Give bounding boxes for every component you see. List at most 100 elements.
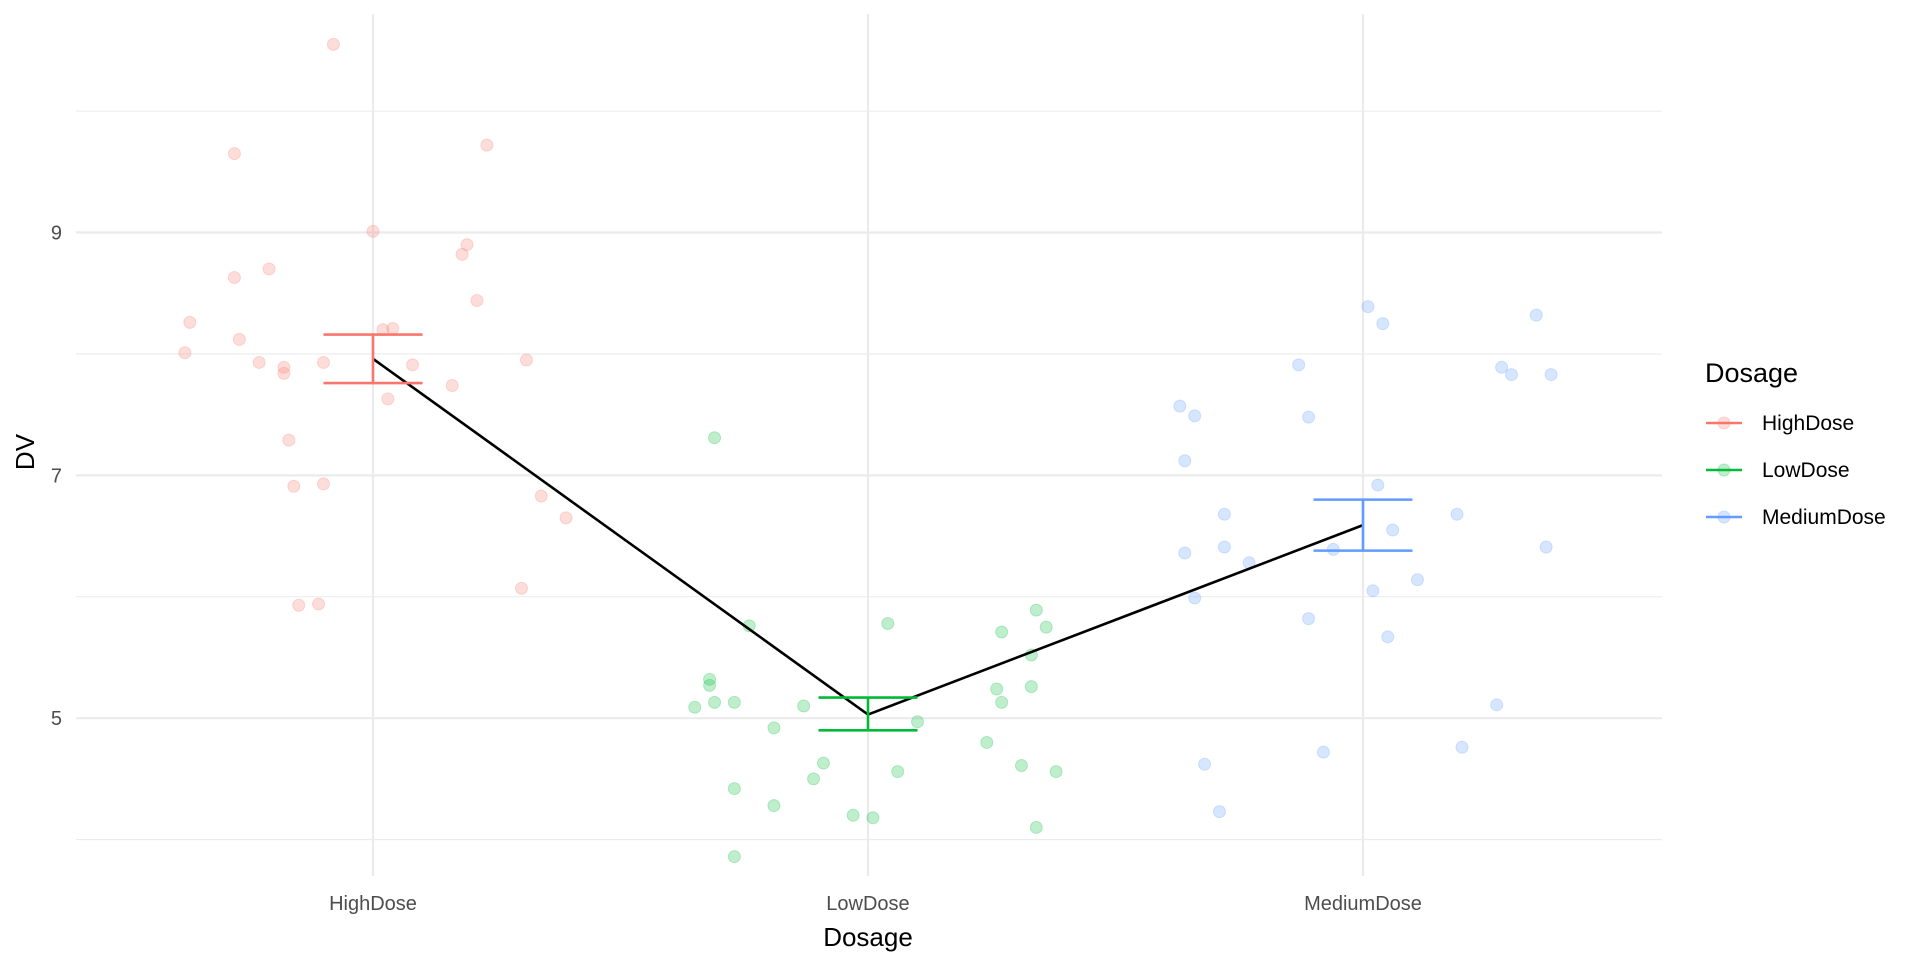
data-points <box>178 37 1558 864</box>
data-point <box>866 811 880 825</box>
y-tick-labels: 5 7 9 <box>51 223 62 731</box>
data-point <box>312 597 326 611</box>
data-point <box>1178 546 1192 560</box>
data-point <box>995 695 1009 709</box>
data-point <box>1292 358 1306 372</box>
y-tick-label: 9 <box>51 223 62 245</box>
data-point <box>227 147 241 161</box>
data-point <box>326 37 340 51</box>
data-point <box>816 756 830 770</box>
data-point <box>519 353 533 367</box>
grid-major <box>76 14 1662 876</box>
data-point <box>262 262 276 276</box>
data-point <box>1539 540 1553 554</box>
data-point <box>1178 454 1192 468</box>
data-point <box>1217 540 1231 554</box>
data-point <box>406 358 420 372</box>
data-point <box>1376 317 1390 331</box>
data-point <box>1529 308 1543 322</box>
data-point <box>227 270 241 284</box>
data-point <box>911 715 924 729</box>
data-point <box>1316 745 1330 759</box>
data-point <box>767 799 781 813</box>
data-point <box>287 479 301 493</box>
legend: Dosage HighDose LowDose MediumDose <box>1705 358 1886 529</box>
data-point <box>1361 300 1375 314</box>
data-point <box>703 672 717 686</box>
data-point <box>1024 680 1038 694</box>
data-point <box>881 616 895 630</box>
data-point <box>1014 759 1028 773</box>
data-point <box>980 735 994 749</box>
data-point <box>1386 523 1400 537</box>
data-point <box>534 489 548 503</box>
y-tick-label: 7 <box>51 465 62 487</box>
error-bars <box>323 333 1413 732</box>
y-axis-title: DV <box>10 433 40 470</box>
legend-title: Dosage <box>1705 358 1798 388</box>
data-point <box>1039 620 1053 634</box>
data-point <box>1302 410 1316 424</box>
data-point <box>515 581 528 595</box>
data-point <box>1212 805 1226 819</box>
data-point <box>1544 368 1558 382</box>
data-point <box>559 511 573 525</box>
data-point <box>282 433 296 447</box>
legend-key-point <box>1717 510 1731 524</box>
x-axis-title: Dosage <box>823 922 913 952</box>
x-tick-label: HighDose <box>329 893 417 915</box>
data-point <box>1198 757 1212 771</box>
data-point <box>317 355 330 369</box>
y-tick-label: 5 <box>51 708 62 730</box>
data-point <box>252 355 266 369</box>
data-point <box>1173 399 1187 413</box>
data-point <box>727 695 741 709</box>
data-point <box>470 294 484 308</box>
data-point <box>1217 507 1231 521</box>
legend-label: LowDose <box>1762 459 1850 482</box>
data-point <box>445 379 459 393</box>
data-point <box>1302 612 1316 626</box>
x-tick-labels: HighDose LowDose MediumDose <box>329 893 1422 915</box>
data-point <box>727 850 741 864</box>
data-point <box>990 682 1004 696</box>
x-tick-label: MediumDose <box>1304 893 1422 915</box>
data-point <box>797 699 811 713</box>
data-point <box>1455 740 1469 754</box>
data-point <box>807 772 821 786</box>
data-point <box>1495 360 1509 374</box>
data-point <box>277 360 291 374</box>
data-point <box>1410 573 1424 587</box>
data-point <box>767 721 781 735</box>
data-point <box>1188 409 1202 423</box>
data-point <box>1029 820 1043 834</box>
data-point <box>232 332 246 346</box>
data-point <box>183 315 197 329</box>
data-point <box>708 431 722 445</box>
data-point <box>727 782 741 796</box>
legend-key-point <box>1717 416 1731 430</box>
data-point <box>1188 591 1202 605</box>
data-point <box>708 695 722 709</box>
data-point <box>1371 478 1385 492</box>
data-point <box>178 346 192 360</box>
data-point <box>995 625 1009 639</box>
legend-label: HighDose <box>1762 412 1854 435</box>
data-point <box>891 765 905 779</box>
data-point <box>688 700 702 714</box>
data-point <box>1049 765 1063 779</box>
data-point <box>366 224 380 238</box>
data-point <box>480 138 494 152</box>
data-point <box>1029 603 1043 617</box>
data-point <box>381 392 395 406</box>
data-point <box>1366 584 1380 598</box>
data-point <box>386 321 400 335</box>
data-point <box>703 678 717 692</box>
data-point <box>317 477 330 491</box>
data-point <box>292 598 306 612</box>
data-point <box>455 247 469 261</box>
data-point <box>846 808 860 822</box>
legend-label: MediumDose <box>1762 506 1886 529</box>
data-point <box>460 238 474 252</box>
